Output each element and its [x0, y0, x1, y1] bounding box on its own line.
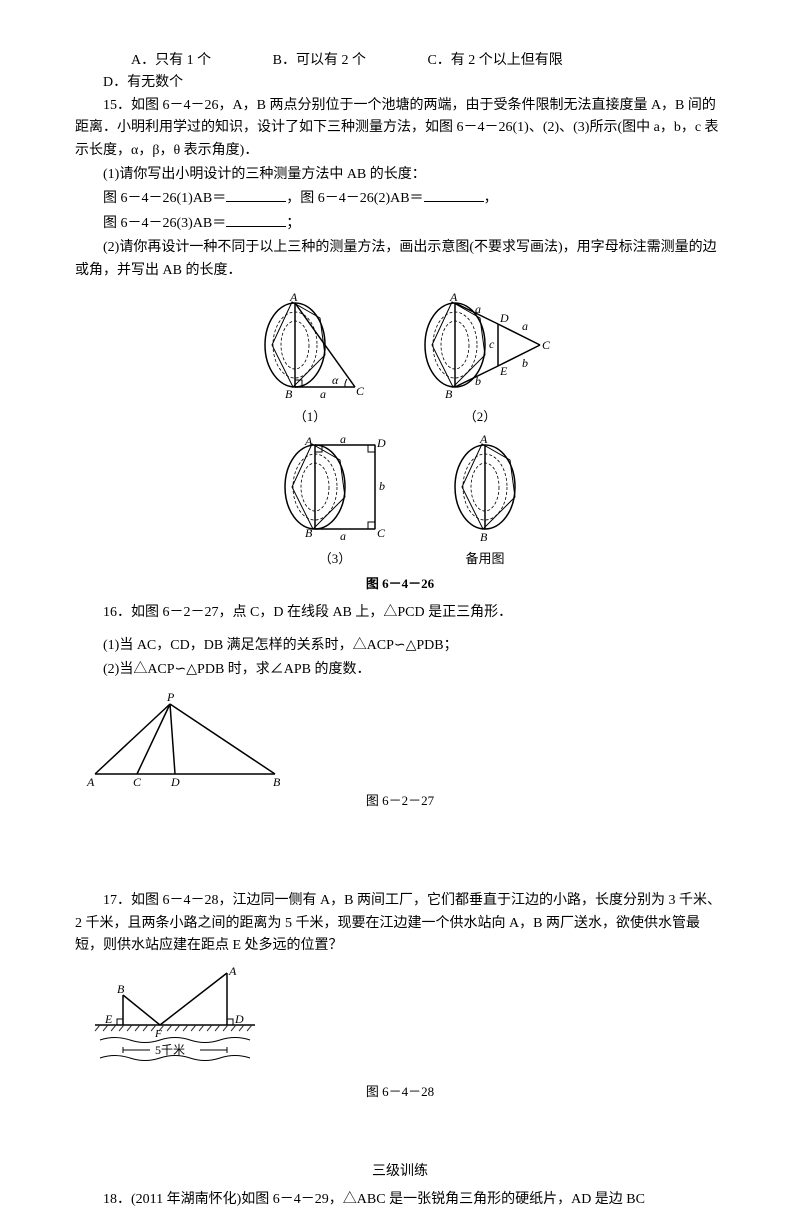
svg-text:C: C [542, 338, 550, 352]
svg-text:a: a [320, 387, 326, 401]
q15-line1a: 图 6－4－26(1)AB＝ [103, 191, 226, 206]
svg-text:5千米: 5千米 [155, 1043, 185, 1057]
figure-6-2-27: P A C D B 图 6－2－27 [75, 689, 725, 812]
svg-text:D: D [234, 1012, 244, 1026]
svg-text:D: D [376, 436, 386, 450]
svg-text:E: E [104, 1012, 113, 1026]
blank-3 [226, 213, 286, 227]
fig-4: A B 备用图 [440, 432, 530, 570]
svg-text:C: C [377, 526, 386, 540]
option-d: D．有无数个 [75, 72, 183, 94]
blank-1 [226, 188, 286, 202]
option-c: C．有 2 个以上但有限 [399, 50, 562, 72]
q15-intro: 15．如图 6－4－26，A，B 两点分别位于一个池塘的两端，由于受条件限制无法… [75, 95, 725, 162]
fig-6-4-28-label: 图 6－4－28 [75, 1082, 725, 1103]
sub-label-3: （3） [270, 549, 400, 570]
svg-text:a: a [340, 432, 346, 446]
option-b: B．可以有 2 个 [245, 50, 366, 72]
fig-6-4-26-label: 图 6－4－26 [75, 574, 725, 595]
q14-options: A．只有 1 个 B．可以有 2 个 C．有 2 个以上但有限 D．有无数个 [75, 50, 725, 95]
sub-label-2: （2） [410, 407, 550, 428]
svg-text:F: F [154, 1028, 162, 1040]
q15-part2: (2)请你再设计一种不同于以上三种的测量方法，画出示意图(不要求写画法)，用字母… [75, 237, 725, 282]
q17-intro: 17．如图 6－4－28，江边同一侧有 A，B 两间工厂，它们都垂直于江边的小路… [75, 890, 725, 957]
q18-intro: 18．(2011 年湖南怀化)如图 6－4－29，△ABC 是一张锐角三角形的硬… [75, 1189, 725, 1211]
q15-line2a: 图 6－4－26(3)AB＝ [103, 216, 226, 231]
q16-part2: (2)当△ACP∽△PDB 时，求∠APB 的度数． [75, 659, 725, 681]
svg-text:a: a [340, 529, 346, 543]
svg-text:D: D [499, 311, 509, 325]
fig-6-2-27-label: 图 6－2－27 [75, 791, 725, 812]
svg-text:C: C [356, 384, 365, 398]
q15-line1b: ，图 6－4－26(2)AB＝ [286, 191, 423, 206]
svg-text:B: B [305, 526, 313, 540]
fig-2: A B C D E a b c b a （2） [410, 290, 550, 428]
sub-label-1: （1） [250, 407, 370, 428]
svg-text:E: E [499, 364, 508, 378]
q15-part1: (1)请你写出小明设计的三种测量方法中 AB 的长度： [75, 164, 725, 186]
svg-text:c: c [489, 337, 495, 351]
blank-2 [424, 188, 484, 202]
svg-text:D: D [170, 775, 180, 789]
q15-line2b: ； [286, 216, 300, 231]
svg-text:P: P [166, 690, 175, 704]
q15-blanks-line2: 图 6－4－26(3)AB＝ ； [75, 213, 725, 235]
svg-text:C: C [133, 775, 142, 789]
svg-text:B: B [445, 387, 453, 401]
svg-text:b: b [522, 356, 528, 370]
q16-intro: 16．如图 6－2－27，点 C，D 在线段 AB 上，△PCD 是正三角形． [75, 602, 725, 624]
svg-text:b: b [475, 374, 481, 388]
svg-text:B: B [285, 387, 293, 401]
fig-1: A B C a α （1） [250, 290, 370, 428]
figure-6-4-28: B A E D F 5千米 图 6－4－28 [75, 965, 725, 1103]
option-a: A．只有 1 个 [103, 50, 211, 72]
sub-label-4: 备用图 [440, 549, 530, 570]
svg-text:A: A [289, 290, 298, 304]
svg-text:A: A [479, 432, 488, 446]
svg-text:A: A [449, 290, 458, 304]
svg-text:A: A [86, 775, 95, 789]
svg-text:α: α [332, 373, 339, 387]
svg-text:B: B [117, 982, 125, 996]
svg-text:a: a [522, 319, 528, 333]
svg-text:B: B [273, 775, 281, 789]
svg-text:b: b [379, 479, 385, 493]
q15-blanks-line1: 图 6－4－26(1)AB＝ ，图 6－4－26(2)AB＝ ， [75, 188, 725, 210]
svg-text:A: A [228, 965, 237, 978]
svg-text:a: a [475, 302, 481, 316]
figure-6-4-26: A B C a α （1） A B C [75, 290, 725, 594]
svg-text:A: A [304, 434, 313, 448]
q16-part1: (1)当 AC，CD，DB 满足怎样的关系时，△ACP∽△PDB； [75, 635, 725, 657]
fig-3: A B C D a a b （3） [270, 432, 400, 570]
svg-text:B: B [480, 530, 488, 544]
section-title: 三级训练 [75, 1161, 725, 1183]
q15-line1c: ， [484, 191, 498, 206]
